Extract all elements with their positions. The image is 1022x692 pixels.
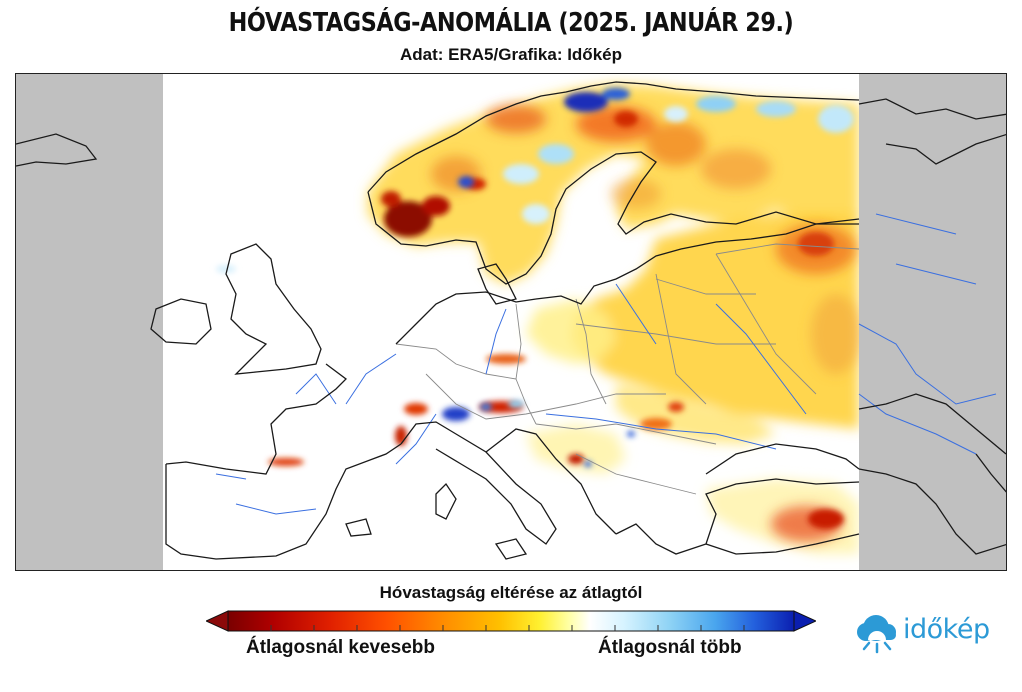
- snow-anomaly-map: [15, 73, 1007, 571]
- legend-title: Hóvastagság eltérése az átlagtól: [379, 583, 643, 602]
- rivers: [215, 213, 997, 515]
- colorbar-low-arrow: [206, 610, 229, 632]
- anomaly-field: [216, 84, 859, 554]
- legend-low-label: Átlagosnál kevesebb: [246, 637, 436, 658]
- no-data-region-west: [16, 74, 163, 570]
- chart-title: HÓVASTAGSÁG-ANOMÁLIA (2025. JANUÁR 29.): [228, 8, 794, 38]
- legend-high-label: Átlagosnál több: [598, 637, 742, 658]
- colorbar-ticks: [270, 625, 745, 631]
- idokep-logo: [857, 615, 896, 654]
- legend-colorbar: [206, 610, 816, 632]
- map-canvas: [16, 74, 1006, 570]
- colorbar-gradient: [227, 610, 795, 632]
- anomaly-yellow-layer: [368, 84, 859, 554]
- logo-text: időkép: [903, 614, 990, 645]
- anomaly-strong-deficit-layer: [268, 111, 844, 529]
- anomaly-surplus-layer: [216, 88, 854, 467]
- cloud-sun-icon: [857, 615, 896, 654]
- chart-subtitle: Adat: ERA5/Grafika: Időkép: [400, 45, 622, 64]
- anomaly-deficit-layer: [431, 105, 859, 542]
- no-data-region-east: [859, 74, 1006, 570]
- colorbar-high-arrow: [793, 610, 816, 632]
- country-borders: [395, 243, 860, 495]
- coastlines: [16, 81, 1006, 560]
